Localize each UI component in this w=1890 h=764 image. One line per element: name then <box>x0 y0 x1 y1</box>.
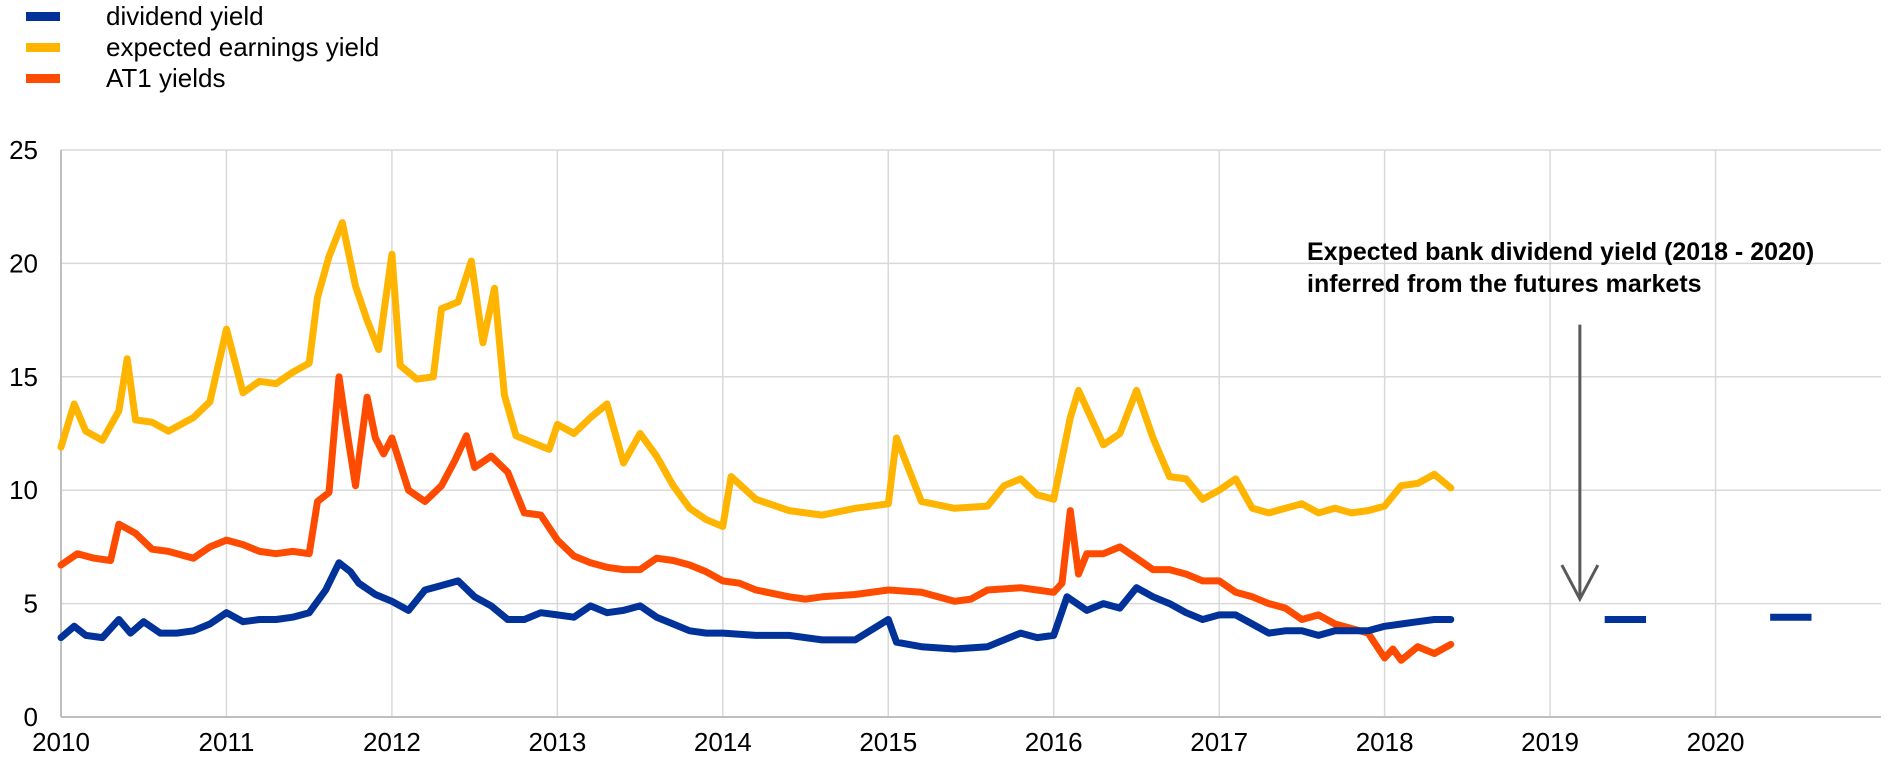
annotation-arrow <box>1560 324 1600 603</box>
y-axis-ticks: 0 5 10 15 20 25 <box>9 135 38 732</box>
legend-swatch-at1-yields <box>26 74 60 83</box>
legend-label-dividend-yield: dividend yield <box>106 1 264 31</box>
series-line-dividend-yield <box>57 559 1455 653</box>
x-tick-label-2017: 2017 <box>1190 727 1248 757</box>
annotation-text: Expected bank dividend yield (2018 - 202… <box>1307 236 1814 300</box>
x-axis-ticks: 2010 2011 2012 2013 2014 2015 2016 2017 2018 2019… <box>32 727 1744 757</box>
legend-swatch-dividend-yield <box>26 12 60 21</box>
series-lines <box>57 219 1455 664</box>
y-tick-label-20: 20 <box>9 248 38 278</box>
x-tick-label-2012: 2012 <box>363 727 421 757</box>
x-tick-label-2013: 2013 <box>528 727 586 757</box>
x-tick-label-2020: 2020 <box>1687 727 1745 757</box>
legend-swatch-expected-earnings-yield <box>26 43 60 52</box>
y-tick-label-0: 0 <box>24 702 38 732</box>
x-tick-label-2018: 2018 <box>1356 727 1414 757</box>
legend-label-at1-yields: AT1 yields <box>106 63 226 93</box>
arrow-head <box>1560 564 1600 603</box>
axes <box>60 150 1881 718</box>
x-tick-label-2011: 2011 <box>198 727 254 757</box>
y-tick-label-10: 10 <box>9 475 38 505</box>
future-segments <box>1604 613 1812 623</box>
legend-label-expected-earnings-yield: expected earnings yield <box>106 32 380 62</box>
x-tick-label-2016: 2016 <box>1025 727 1083 757</box>
annotation-line-2: inferred from the futures markets <box>1307 270 1702 298</box>
series-line-expected-earnings-yield <box>57 219 1455 530</box>
y-tick-label-15: 15 <box>9 362 38 392</box>
series-line-at1-yields <box>57 373 1455 664</box>
annotation-line-1: Expected bank dividend yield (2018 - 202… <box>1307 238 1815 266</box>
x-tick-label-2010: 2010 <box>32 727 90 757</box>
x-tick-label-2019: 2019 <box>1521 727 1579 757</box>
y-tick-label-5: 5 <box>24 589 38 619</box>
x-tick-label-2014: 2014 <box>694 727 752 757</box>
gridlines <box>61 149 1881 717</box>
x-tick-label-2015: 2015 <box>859 727 917 757</box>
y-tick-label-25: 25 <box>9 135 38 165</box>
